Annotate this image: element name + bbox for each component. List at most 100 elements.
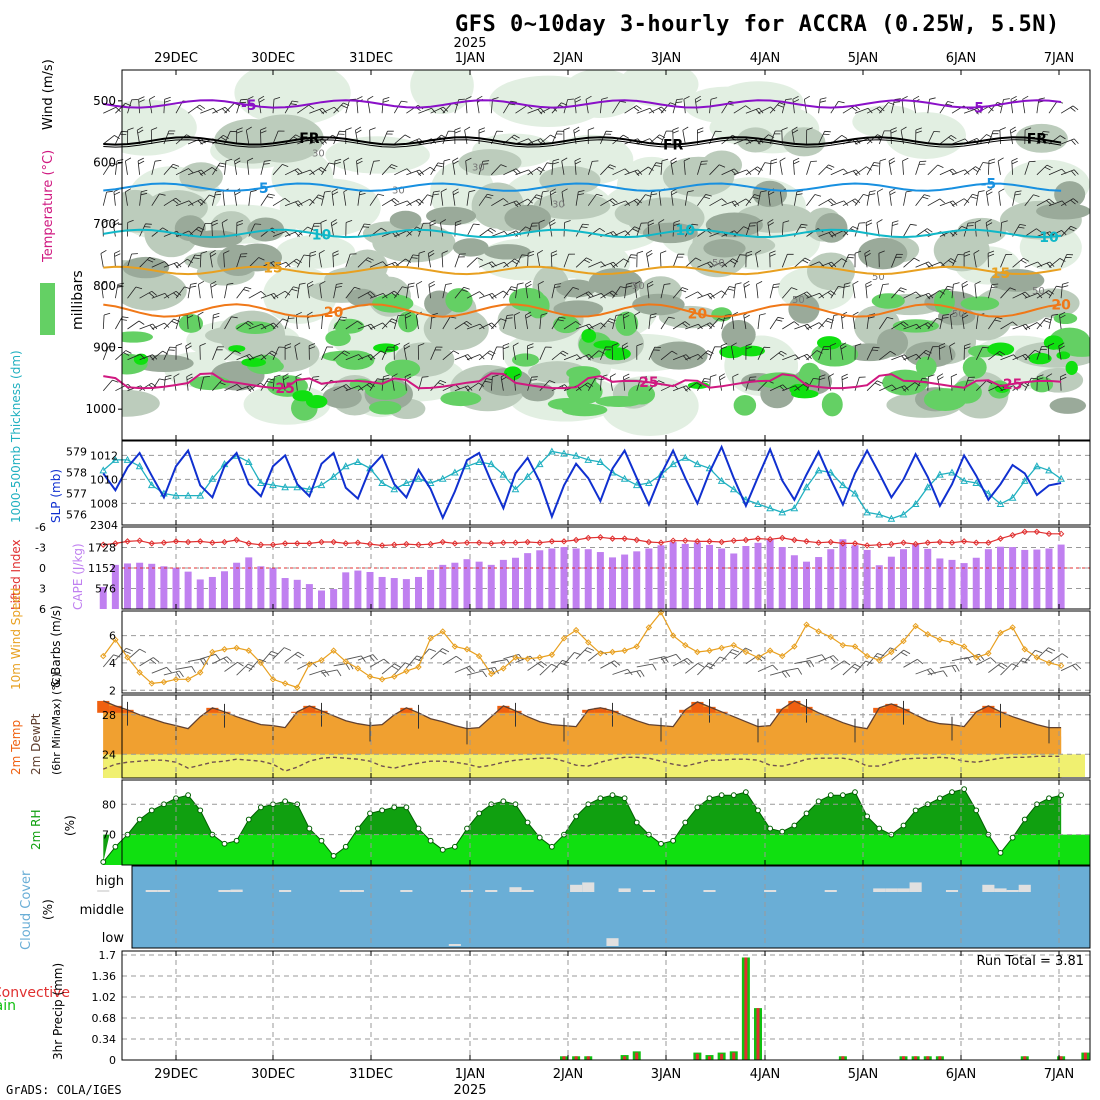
wind-barb xyxy=(1060,105,1079,114)
wind-barb xyxy=(515,254,529,268)
rh-region xyxy=(1028,352,1052,365)
wind-barb xyxy=(234,157,241,175)
wind-barb xyxy=(356,157,363,175)
wind10-tick-label: 2 xyxy=(109,684,116,697)
bottom-date-label: 5JAN xyxy=(848,1067,879,1082)
wind10-point xyxy=(936,636,944,643)
rh-region xyxy=(1056,351,1071,360)
precip-conv-bar xyxy=(744,957,748,1060)
wind-barb xyxy=(466,291,485,299)
wind-barb xyxy=(963,376,975,391)
wind-barb xyxy=(295,311,302,330)
wind-barb xyxy=(830,230,849,237)
li-point xyxy=(827,538,834,546)
cape-bar xyxy=(742,546,750,609)
isotherm-label: -5 xyxy=(981,177,997,193)
li-tick-label: 0 xyxy=(39,562,46,575)
rh2m-tick-label: 80 xyxy=(102,798,116,811)
li-point xyxy=(354,539,362,546)
wind-barb xyxy=(1036,374,1044,391)
wind-barb xyxy=(683,96,690,114)
rh2m-point xyxy=(1058,792,1065,799)
wind-barb xyxy=(127,286,143,299)
rh-region xyxy=(721,320,756,350)
wind-barb xyxy=(672,385,691,392)
cape-bar xyxy=(305,584,313,609)
rh-region xyxy=(871,293,905,309)
rh2m-axis-label: 2m RH xyxy=(29,810,43,851)
rh-region xyxy=(1015,123,1068,153)
wind-barb xyxy=(963,343,971,360)
wind-barb xyxy=(779,157,786,175)
isotherm-25 xyxy=(103,372,1062,390)
wind-barb xyxy=(403,342,411,360)
wind-barb xyxy=(260,160,271,175)
wind-barb xyxy=(113,188,121,206)
thickness-point xyxy=(754,499,762,507)
wind10-barb xyxy=(1024,649,1043,663)
li-point xyxy=(900,539,907,546)
rh2m-point xyxy=(706,795,713,802)
precip-conv-bar xyxy=(695,1053,699,1060)
wind-barb xyxy=(527,166,545,176)
wind10-point xyxy=(669,632,677,639)
wind10-point xyxy=(318,656,325,664)
li-point xyxy=(439,538,446,546)
wind-barb xyxy=(575,323,594,331)
rh2m-point xyxy=(900,822,907,829)
wind-barb xyxy=(260,127,267,145)
wind-barb xyxy=(985,219,993,237)
bottom-date-label: 7JAN xyxy=(1044,1067,1075,1082)
wind-barb xyxy=(527,222,539,237)
wind-barb xyxy=(1036,346,1048,360)
bottom-date-label: 1JAN xyxy=(455,1067,486,1082)
cloud-bar xyxy=(485,890,498,892)
wind10-point xyxy=(306,661,313,668)
temp-max-highlight xyxy=(873,707,886,713)
wind10-barb xyxy=(212,656,233,665)
wind-barb xyxy=(224,282,234,299)
wind-barb xyxy=(247,96,254,114)
wind10-point xyxy=(536,654,543,661)
wind-barb xyxy=(672,287,689,299)
li-point xyxy=(221,538,228,546)
wind10-point xyxy=(354,665,362,672)
rh2m-point xyxy=(500,798,507,805)
wind-barb xyxy=(743,280,750,299)
cape-bar xyxy=(172,567,180,609)
rh-region xyxy=(214,118,289,164)
wind-barb xyxy=(199,376,210,391)
rh-region xyxy=(368,400,402,415)
wind10-point xyxy=(403,667,410,675)
wind-barb xyxy=(951,282,960,299)
wind-barb xyxy=(585,95,592,114)
wind-barb xyxy=(115,350,132,361)
wind-barb xyxy=(248,223,262,237)
rh-region xyxy=(122,270,187,311)
precip-conv-bar xyxy=(623,1056,627,1060)
thickness-point xyxy=(645,478,653,486)
wind-barb xyxy=(757,190,767,206)
rh2m-point xyxy=(597,795,604,802)
cloud-bar xyxy=(982,884,995,892)
wind-barb xyxy=(818,374,826,391)
wind-barb xyxy=(769,250,776,268)
wind-barb xyxy=(1024,322,1043,330)
wind-barb xyxy=(612,286,627,299)
li-point xyxy=(669,537,677,544)
cape-bar xyxy=(1057,544,1065,609)
wind-barb xyxy=(200,107,218,114)
wind-barb xyxy=(212,346,224,360)
rh-region xyxy=(989,269,1045,292)
li-point xyxy=(233,536,240,544)
thickness-point xyxy=(1008,493,1017,501)
wind10-point xyxy=(621,647,628,654)
wind-barb xyxy=(248,257,265,268)
wind-barb xyxy=(102,190,113,206)
rh-region xyxy=(782,127,826,157)
wind-barb xyxy=(756,281,763,299)
wind-barb xyxy=(175,343,183,360)
wind-barb xyxy=(442,350,460,361)
wind-barb xyxy=(794,291,812,299)
